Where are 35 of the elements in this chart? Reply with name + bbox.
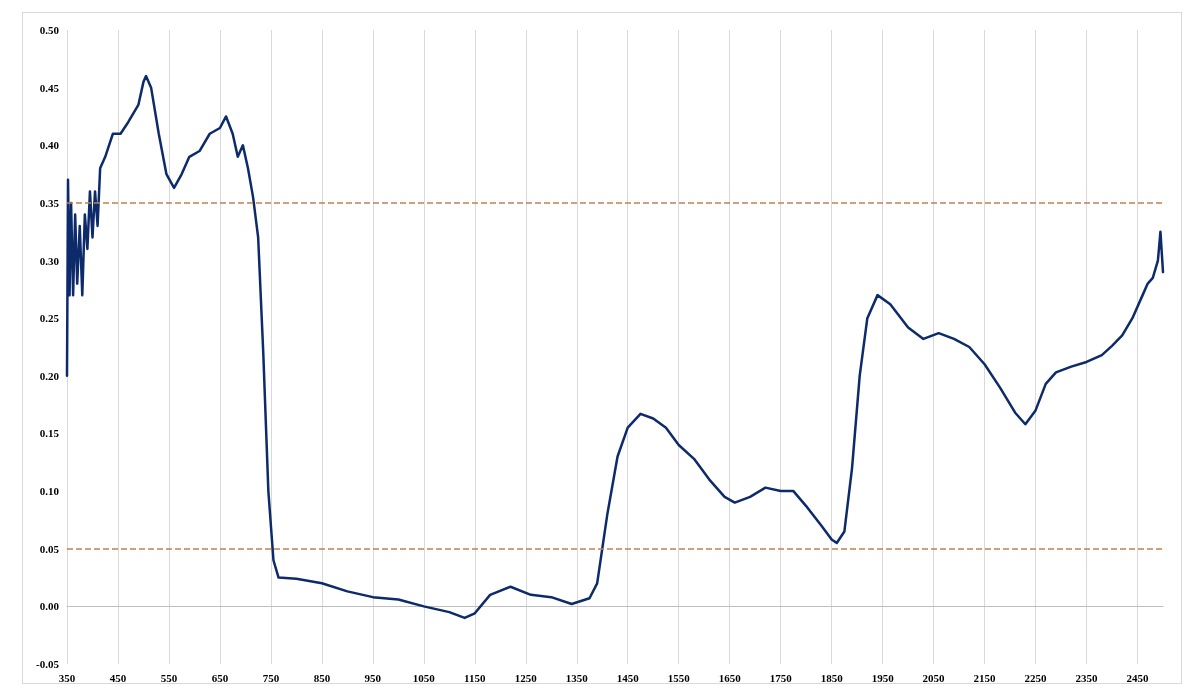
x-tick-label: 1050 (412, 671, 436, 684)
x-tick-label: 2450 (1126, 671, 1150, 684)
x-tick-label: 1750 (769, 671, 793, 684)
y-tick-label: 0.35 (39, 196, 60, 209)
y-tick-label: 0.25 (39, 312, 60, 325)
y-tick-label: 0.00 (39, 600, 60, 613)
y-tick-label: 0.05 (39, 542, 60, 555)
x-tick-label: 950 (364, 671, 382, 684)
x-tick-label: 2150 (973, 671, 997, 684)
y-tick-label: 0.15 (39, 427, 60, 440)
x-tick-label: 850 (313, 671, 331, 684)
y-tick-label: 0.10 (39, 485, 60, 498)
x-tick-label: 1650 (718, 671, 742, 684)
x-tick-label: 350 (58, 671, 76, 684)
y-tick-label: 0.20 (39, 369, 60, 382)
x-tick-label: 750 (262, 671, 280, 684)
x-tick-label: 1150 (464, 671, 486, 684)
x-tick-label: 2350 (1075, 671, 1099, 684)
x-tick-label: 1850 (820, 671, 844, 684)
x-tick-label: 1250 (514, 671, 538, 684)
x-tick-label: 1350 (565, 671, 589, 684)
x-tick-label: 1450 (616, 671, 640, 684)
x-tick-label: 2250 (1024, 671, 1048, 684)
y-tick-label: 0.50 (39, 24, 60, 36)
y-tick-label: 0.40 (39, 139, 60, 152)
x-tick-label: 650 (211, 671, 229, 684)
x-tick-label: 1950 (871, 671, 895, 684)
x-tick-label: 1550 (667, 671, 691, 684)
x-tick-label: 550 (160, 671, 178, 684)
line-series (65, 74, 1165, 620)
x-tick-label: 2050 (922, 671, 946, 684)
y-tick-label: -0.05 (36, 658, 60, 670)
x-tick-label: 450 (109, 671, 127, 684)
y-tick-label: 0.45 (39, 81, 60, 94)
y-tick-label: 0.30 (39, 254, 60, 267)
